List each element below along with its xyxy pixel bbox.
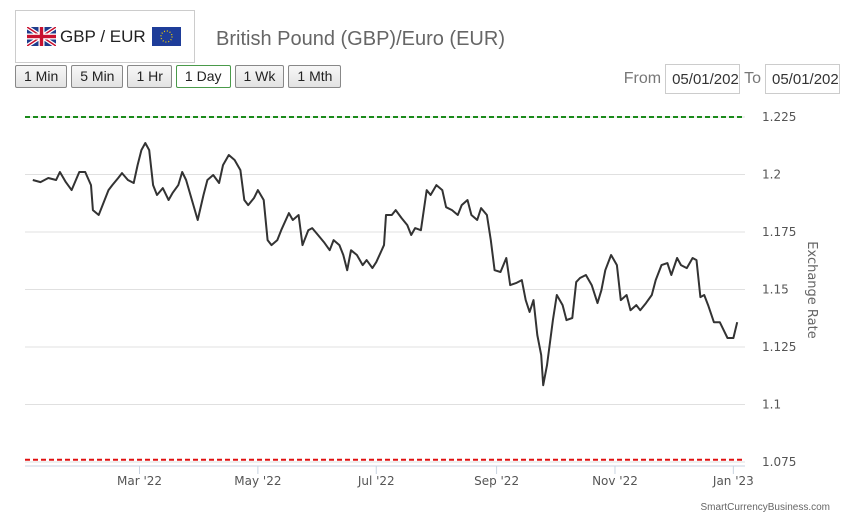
y-tick-label: 1.125 <box>762 340 796 354</box>
pair-label: GBP / EUR <box>60 26 146 46</box>
chart-title: British Pound (GBP)/Euro (EUR) <box>216 28 505 50</box>
range-1-day-button[interactable]: 1 Day <box>175 65 231 88</box>
y-tick-label: 1.175 <box>762 225 796 239</box>
range-5-min-button[interactable]: 5 Min <box>71 65 124 88</box>
y-axis-label: Exchange Rate <box>804 241 819 338</box>
y-tick-label: 1.15 <box>762 283 789 297</box>
y-tick-label: 1.1 <box>762 398 781 412</box>
x-tick-label: Jul '22 <box>357 474 395 488</box>
range-buttons: 1 Min 5 Min 1 Hr 1 Day 1 Wk 1 Mth <box>15 65 342 88</box>
rate-series-line <box>32 142 739 387</box>
range-1-wk-button[interactable]: 1 Wk <box>234 65 285 88</box>
eu-flag-icon <box>151 27 181 46</box>
currency-pair-selector[interactable]: GBP / EUR <box>15 10 195 63</box>
to-label: To <box>744 70 761 87</box>
to-date-input[interactable]: 05/01/2023 <box>765 64 840 94</box>
range-1-mth-button[interactable]: 1 Mth <box>288 65 342 88</box>
watermark: SmartCurrencyBusiness.com <box>700 502 830 513</box>
x-tick-label: Sep '22 <box>474 474 519 488</box>
from-label: From <box>623 70 662 87</box>
x-tick-label: Jan '23 <box>712 474 754 488</box>
from-date-input[interactable]: 05/01/2022 <box>665 64 741 94</box>
range-1-min-button[interactable]: 1 Min <box>15 65 68 88</box>
y-tick-label: 1.225 <box>762 110 796 124</box>
uk-flag-icon <box>27 27 56 46</box>
y-tick-label: 1.2 <box>762 168 781 182</box>
x-tick-label: May '22 <box>234 474 281 488</box>
x-tick-label: Mar '22 <box>117 474 162 488</box>
x-tick-label: Nov '22 <box>592 474 638 488</box>
y-tick-label: 1.075 <box>762 455 796 469</box>
date-range: From 05/01/2022 To 05/01/2023 <box>624 64 840 94</box>
range-1-hr-button[interactable]: 1 Hr <box>127 65 172 88</box>
